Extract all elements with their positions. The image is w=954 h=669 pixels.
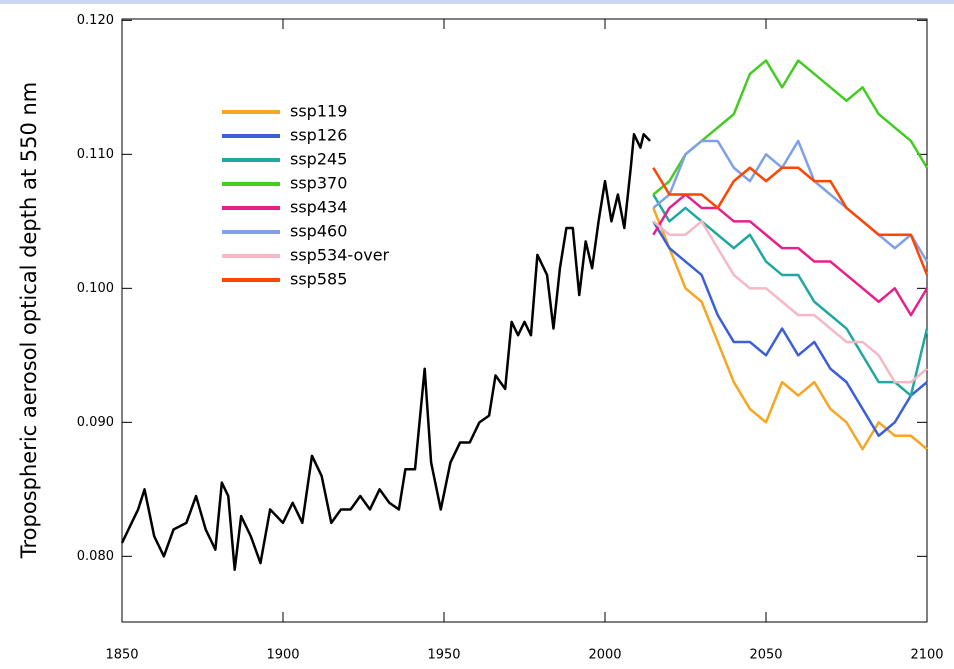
legend-label: ssp460 bbox=[290, 222, 347, 241]
legend-label: ssp245 bbox=[290, 150, 347, 169]
y-tick-label: 0.120 bbox=[77, 13, 114, 28]
series-line bbox=[120, 132, 651, 571]
series-line bbox=[652, 166, 929, 276]
series-line bbox=[652, 139, 929, 263]
series-line bbox=[652, 207, 928, 451]
series-line bbox=[652, 193, 929, 317]
x-tick-label: 1950 bbox=[427, 648, 460, 663]
y-axis-label: Tropospheric aerosol optical depth at 55… bbox=[17, 82, 41, 560]
x-tick-label: 2050 bbox=[749, 648, 782, 663]
legend-label: ssp370 bbox=[290, 174, 347, 193]
legend-label: ssp434 bbox=[290, 198, 347, 217]
y-tick-label: 0.100 bbox=[77, 281, 114, 296]
series-line bbox=[652, 59, 929, 196]
series-line bbox=[652, 193, 929, 397]
legend-label: ssp119 bbox=[290, 102, 347, 121]
top-band bbox=[0, 0, 954, 4]
legend-label: ssp534-over bbox=[290, 246, 390, 265]
series-line bbox=[652, 220, 928, 437]
y-tick-label: 0.110 bbox=[77, 147, 114, 162]
plot-frame bbox=[121, 18, 928, 623]
y-tick-label: 0.090 bbox=[77, 415, 114, 430]
series-line bbox=[652, 220, 928, 384]
x-tick-label: 1900 bbox=[266, 648, 299, 663]
x-tick-label: 1850 bbox=[105, 648, 138, 663]
x-tick-label: 2000 bbox=[588, 648, 621, 663]
x-tick-label: 2100 bbox=[910, 648, 943, 663]
y-tick-label: 0.080 bbox=[77, 549, 114, 564]
legend-label: ssp126 bbox=[290, 126, 347, 145]
legend-label: ssp585 bbox=[290, 270, 347, 289]
